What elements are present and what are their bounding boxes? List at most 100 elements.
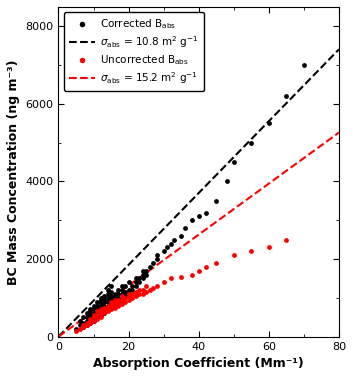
Point — [87, 316, 93, 322]
Y-axis label: BC Mass Concentration (ng m⁻³): BC Mass Concentration (ng m⁻³) — [7, 59, 20, 285]
Point — [126, 297, 131, 303]
Point — [119, 300, 124, 307]
Point — [122, 289, 128, 295]
Point — [108, 289, 114, 295]
Point — [98, 299, 103, 305]
Point — [94, 308, 100, 314]
Point — [115, 295, 121, 301]
Point — [115, 291, 121, 297]
Point — [129, 295, 135, 301]
Point — [98, 308, 103, 314]
Point — [105, 305, 110, 311]
Point — [214, 260, 219, 266]
Point — [87, 312, 93, 318]
Point — [203, 264, 209, 270]
Point — [84, 314, 89, 320]
Point — [143, 283, 149, 289]
Point — [129, 291, 135, 297]
Point — [126, 291, 131, 297]
Point — [98, 297, 103, 303]
Point — [101, 303, 107, 309]
Point — [84, 322, 89, 328]
Point — [112, 299, 118, 305]
Point — [136, 279, 142, 285]
Point — [133, 289, 138, 295]
Point — [84, 320, 89, 326]
Point — [87, 316, 93, 322]
Point — [108, 297, 114, 303]
Point — [108, 300, 114, 307]
Point — [87, 308, 93, 314]
Point — [154, 256, 160, 262]
Point — [91, 310, 96, 316]
Point — [112, 305, 118, 311]
Point — [91, 318, 96, 324]
Point — [108, 307, 114, 313]
Point — [105, 303, 110, 309]
X-axis label: Absorption Coefficient (Mm⁻¹): Absorption Coefficient (Mm⁻¹) — [93, 357, 304, 370]
Point — [147, 287, 152, 293]
Point — [98, 310, 103, 316]
Point — [98, 312, 103, 318]
Point — [196, 213, 202, 219]
Point — [133, 279, 138, 285]
Point — [168, 241, 174, 247]
Point — [101, 307, 107, 313]
Point — [91, 314, 96, 320]
Point — [126, 279, 131, 285]
Point — [140, 276, 145, 282]
Point — [94, 310, 100, 316]
Point — [112, 300, 118, 307]
Point — [143, 268, 149, 274]
Point — [150, 260, 156, 266]
Point — [126, 293, 131, 299]
Point — [101, 305, 107, 311]
Point — [136, 291, 142, 297]
Point — [105, 295, 110, 301]
Point — [91, 305, 96, 311]
Point — [91, 314, 96, 320]
Point — [214, 198, 219, 204]
Point — [266, 120, 272, 126]
Point — [224, 178, 229, 184]
Point — [84, 318, 89, 324]
Point — [98, 307, 103, 313]
Point — [105, 299, 110, 305]
Point — [115, 299, 121, 305]
Point — [108, 299, 114, 305]
Point — [112, 295, 118, 301]
Point — [80, 324, 86, 330]
Point — [140, 291, 145, 297]
Point — [182, 225, 187, 231]
Point — [94, 312, 100, 318]
Point — [122, 293, 128, 299]
Point — [112, 291, 118, 297]
Point — [94, 314, 100, 320]
Point — [77, 322, 82, 328]
Point — [203, 210, 209, 216]
Point — [98, 305, 103, 311]
Point — [136, 276, 142, 282]
Point — [73, 328, 79, 334]
Point — [80, 314, 86, 320]
Point — [94, 307, 100, 313]
Point — [161, 279, 167, 285]
Point — [133, 283, 138, 289]
Point — [84, 322, 89, 328]
Point — [112, 303, 118, 309]
Point — [266, 244, 272, 250]
Point — [101, 299, 107, 305]
Point — [91, 303, 96, 309]
Point — [150, 285, 156, 291]
Point — [178, 233, 184, 239]
Point — [161, 248, 167, 254]
Point — [94, 303, 100, 309]
Point — [119, 293, 124, 299]
Point — [77, 326, 82, 332]
Point — [94, 299, 100, 305]
Point — [119, 297, 124, 303]
Point — [154, 283, 160, 289]
Point — [80, 324, 86, 330]
Point — [108, 293, 114, 299]
Point — [126, 287, 131, 293]
